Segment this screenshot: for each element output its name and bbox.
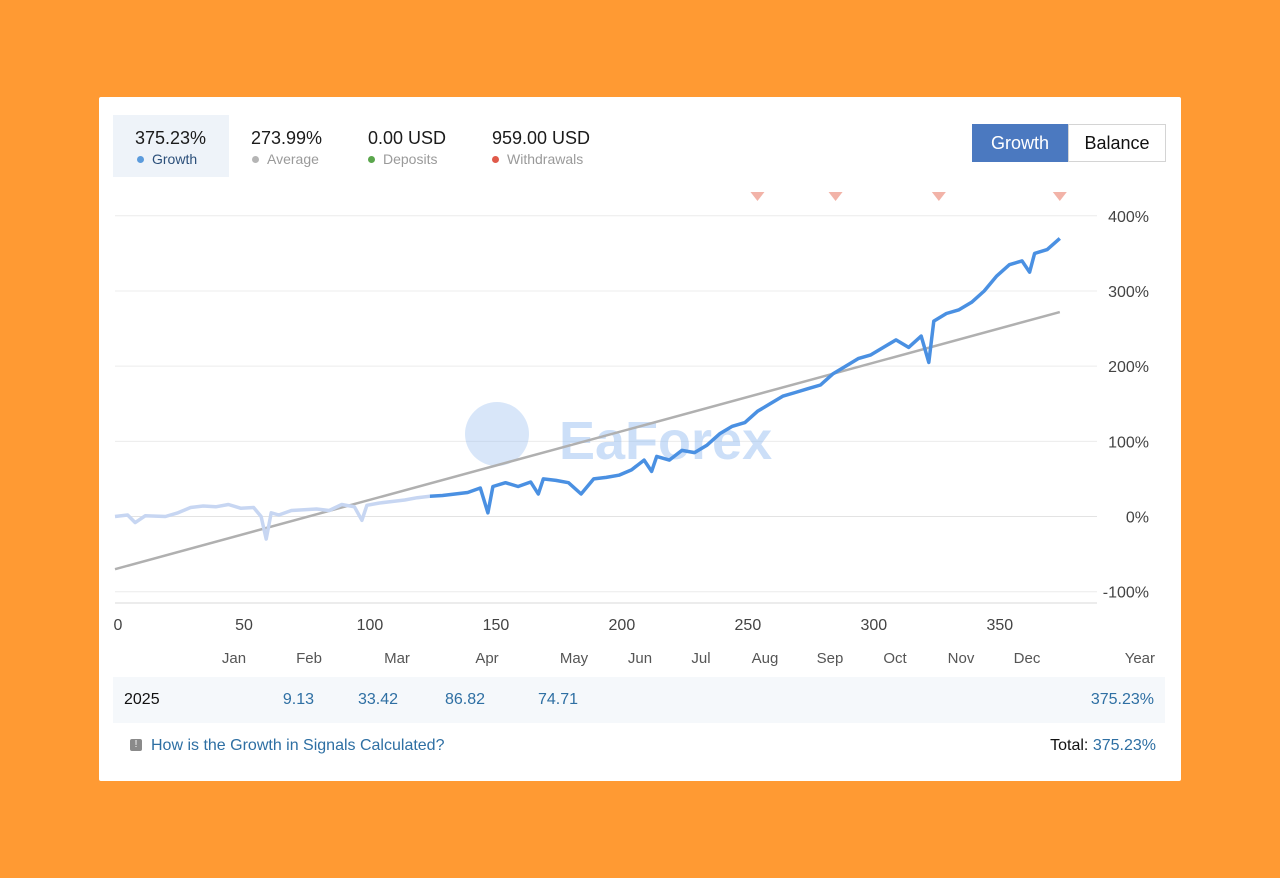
watermark-text: EaForex bbox=[559, 411, 772, 471]
y-tick-label: 400% bbox=[1108, 209, 1149, 226]
x-tick-label: 150 bbox=[483, 617, 510, 634]
month-label: Apr bbox=[475, 650, 498, 667]
month-value-cell: 9.13 bbox=[282, 691, 314, 708]
x-tick-label: 200 bbox=[609, 617, 636, 634]
month-value-cell: 86.82 bbox=[444, 691, 485, 708]
growth-line bbox=[429, 237, 1061, 515]
month-label: Feb bbox=[296, 650, 322, 667]
stat-average[interactable]: 273.99% Average bbox=[239, 115, 349, 177]
year-label: 2025 bbox=[124, 691, 160, 708]
month-value-cell: 74.71 bbox=[537, 691, 578, 708]
month-label: May bbox=[560, 650, 589, 667]
balance-toggle-button[interactable]: Balance bbox=[1068, 124, 1166, 162]
x-tick-label: 100 bbox=[357, 617, 384, 634]
growth-line-faded bbox=[114, 494, 431, 541]
y-tick-label: 100% bbox=[1108, 434, 1149, 451]
stat-growth-label: Growth bbox=[137, 151, 197, 167]
footer-total-label: Total: bbox=[1050, 737, 1089, 754]
y-tick-label: 200% bbox=[1108, 359, 1149, 376]
month-label: Aug bbox=[752, 650, 779, 667]
withdrawal-marker-icon bbox=[931, 192, 946, 201]
growth-panel: 375.23% Growth 273.99% Average 0.00 USD … bbox=[99, 97, 1181, 781]
withdrawal-marker-icon bbox=[828, 192, 843, 201]
growth-calculation-link[interactable]: How is the Growth in Signals Calculated? bbox=[151, 737, 445, 754]
withdrawal-marker-icon bbox=[750, 192, 765, 201]
y-tick-label: -100% bbox=[1103, 585, 1149, 602]
footer-total: Total: 375.23% bbox=[1050, 737, 1156, 755]
growth-dot-icon bbox=[137, 156, 144, 163]
info-icon: ! bbox=[130, 739, 142, 751]
month-label: Jan bbox=[222, 650, 246, 667]
stat-withdrawals[interactable]: 959.00 USD Withdrawals bbox=[483, 115, 613, 177]
stat-growth[interactable]: 375.23% Growth bbox=[113, 115, 229, 177]
footer-total-value: 375.23% bbox=[1092, 737, 1156, 754]
x-tick-label: 0 bbox=[114, 617, 123, 634]
growth-chart: 400% 300% 200% 100% 0% -100% 0 50 100 150 200 250 30… bbox=[114, 192, 1155, 667]
month-value-cell: 33.42 bbox=[357, 691, 398, 708]
x-tick-label: 50 bbox=[235, 617, 253, 634]
stat-deposits[interactable]: 0.00 USD Deposits bbox=[359, 115, 469, 177]
month-label: Jun bbox=[628, 650, 652, 667]
month-label: Oct bbox=[883, 650, 907, 667]
stat-withdrawals-label: Withdrawals bbox=[492, 151, 583, 167]
year-header: Year bbox=[1125, 650, 1155, 667]
withdrawals-dot-icon bbox=[492, 156, 499, 163]
stat-average-label: Average bbox=[252, 151, 319, 167]
average-dot-icon bbox=[252, 156, 259, 163]
stat-growth-value: 375.23% bbox=[135, 128, 207, 148]
month-label: Mar bbox=[384, 650, 410, 667]
x-tick-label: 250 bbox=[735, 617, 762, 634]
growth-toggle-button[interactable]: Growth bbox=[972, 124, 1068, 162]
stat-withdrawals-value: 959.00 USD bbox=[492, 128, 591, 148]
month-label: Nov bbox=[948, 650, 975, 667]
stat-deposits-label: Deposits bbox=[368, 151, 437, 167]
watermark-logo-icon bbox=[465, 402, 529, 466]
year-total-cell: 375.23% bbox=[1090, 691, 1154, 708]
y-tick-label: 0% bbox=[1126, 510, 1149, 527]
x-tick-label: 300 bbox=[860, 617, 887, 634]
stat-average-value: 273.99% bbox=[251, 128, 323, 148]
x-tick-label: 350 bbox=[986, 617, 1013, 634]
month-label: Dec bbox=[1014, 650, 1041, 667]
y-tick-label: 300% bbox=[1108, 284, 1149, 301]
stat-deposits-value: 0.00 USD bbox=[368, 128, 447, 148]
average-line bbox=[114, 310, 1061, 571]
month-label: Sep bbox=[817, 650, 844, 667]
deposits-dot-icon bbox=[368, 156, 375, 163]
month-label: Jul bbox=[691, 650, 710, 667]
year-row: 2025 9.13 33.42 86.82 74.71 375.23% bbox=[113, 677, 1165, 723]
withdrawal-marker-icon bbox=[1052, 192, 1067, 201]
